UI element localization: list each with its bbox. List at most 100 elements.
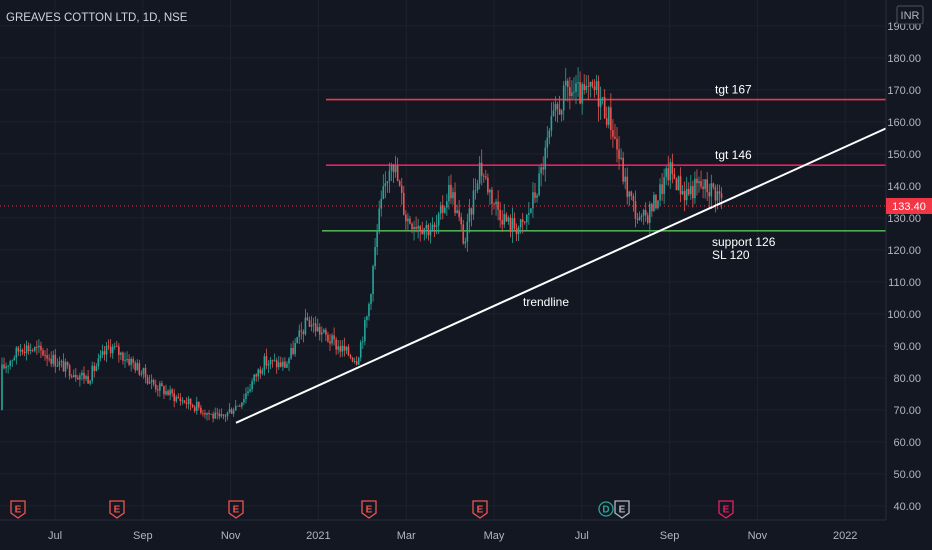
candle-body [526,214,528,223]
earnings-event-icon[interactable]: E [718,500,734,519]
candle-body [212,413,214,419]
dividend-badge[interactable] [598,501,614,517]
candle-body [25,345,28,354]
trendline-label: trendline [523,295,569,309]
candle-body [497,201,499,210]
candle-body [368,304,370,317]
candle-body [251,381,253,390]
candle-body [378,208,380,231]
candle-body [17,347,20,352]
candle-body [218,413,221,417]
candle-body [499,209,501,221]
earnings-event-icon[interactable]: E [472,500,488,519]
candle-body [87,376,89,384]
y-tick-label: 70.00 [893,405,921,417]
candle-body [142,367,145,374]
candle-body [362,341,364,343]
candle-body [687,188,690,195]
candle-body [610,107,612,131]
earnings-badge[interactable] [361,500,377,519]
dividend-event-icon[interactable]: D [598,501,614,517]
earnings-badge[interactable] [109,500,125,519]
candle-body [337,346,339,350]
x-tick-label: May [484,530,505,542]
candle-body [195,401,198,412]
x-tick-label: Jul [48,530,62,542]
candle-body [210,413,212,415]
candle-body [628,191,631,197]
trendline-group [235,127,887,424]
candle-body [542,167,544,170]
earnings-badge[interactable] [472,500,488,519]
candle-body [150,380,153,383]
candle-body [107,345,110,347]
earnings-badge[interactable] [10,500,26,519]
candle-body [511,218,514,232]
candle-body [394,165,397,173]
candle-body [372,266,374,295]
y-tick-label: 160.00 [887,117,921,129]
candle-body [558,108,561,115]
candle-body [396,165,399,181]
candle-body [93,365,96,371]
earnings-event-icon[interactable]: E [361,500,377,519]
candle-body [349,355,352,358]
candle-body [704,179,706,189]
candle-body [273,360,276,362]
candle-body [575,83,577,92]
candle-body [642,210,645,216]
level-sublabel: SL 120 [712,248,750,262]
candle-body [403,192,405,215]
candle-body [665,168,667,178]
earnings-event-icon[interactable]: E [109,500,125,519]
candle-body [382,186,385,199]
earnings-badge[interactable] [718,500,734,519]
candle-body [48,358,50,360]
candle-body [620,157,622,159]
x-tick-label: Jul [575,530,589,542]
candle-body [683,190,686,201]
candle-body [126,358,128,361]
y-tick-label: 80.00 [893,373,921,385]
earnings-event-icon[interactable]: E [228,500,244,519]
candle-body [306,317,309,321]
candle-body [245,393,247,400]
candle-body [591,81,594,87]
candle-body [21,349,24,352]
candle-body [193,406,196,412]
earnings-badge[interactable] [228,500,244,519]
candle-body [343,345,346,351]
candle-body [380,198,383,209]
candle-body [446,201,448,208]
candle-body [154,384,157,390]
candle-body [46,355,48,359]
level-label: tgt 167 [715,83,752,97]
earnings-event-icon[interactable]: E [10,500,26,519]
candle-body [616,138,618,150]
earnings-badge[interactable] [614,500,630,519]
earnings-event-icon[interactable]: E [614,500,630,519]
candle-body [696,178,698,184]
candle-body [411,223,413,230]
candle-body [624,176,626,182]
grid [0,0,886,520]
candle-body [630,191,633,197]
candle-body [60,360,63,362]
currency-badge[interactable] [896,5,924,25]
candle-body [677,176,680,191]
candle-body [423,228,426,235]
candle-body [247,391,249,394]
candle-body [77,377,79,380]
candle-body [189,398,192,405]
candle-body [431,224,434,232]
y-tick-label: 40.00 [893,501,921,513]
candle-body [321,332,323,335]
candle-body [546,137,549,148]
candle-body [489,189,491,193]
candle-body [269,359,272,365]
candle-body [267,364,270,366]
candle-body [280,362,282,367]
